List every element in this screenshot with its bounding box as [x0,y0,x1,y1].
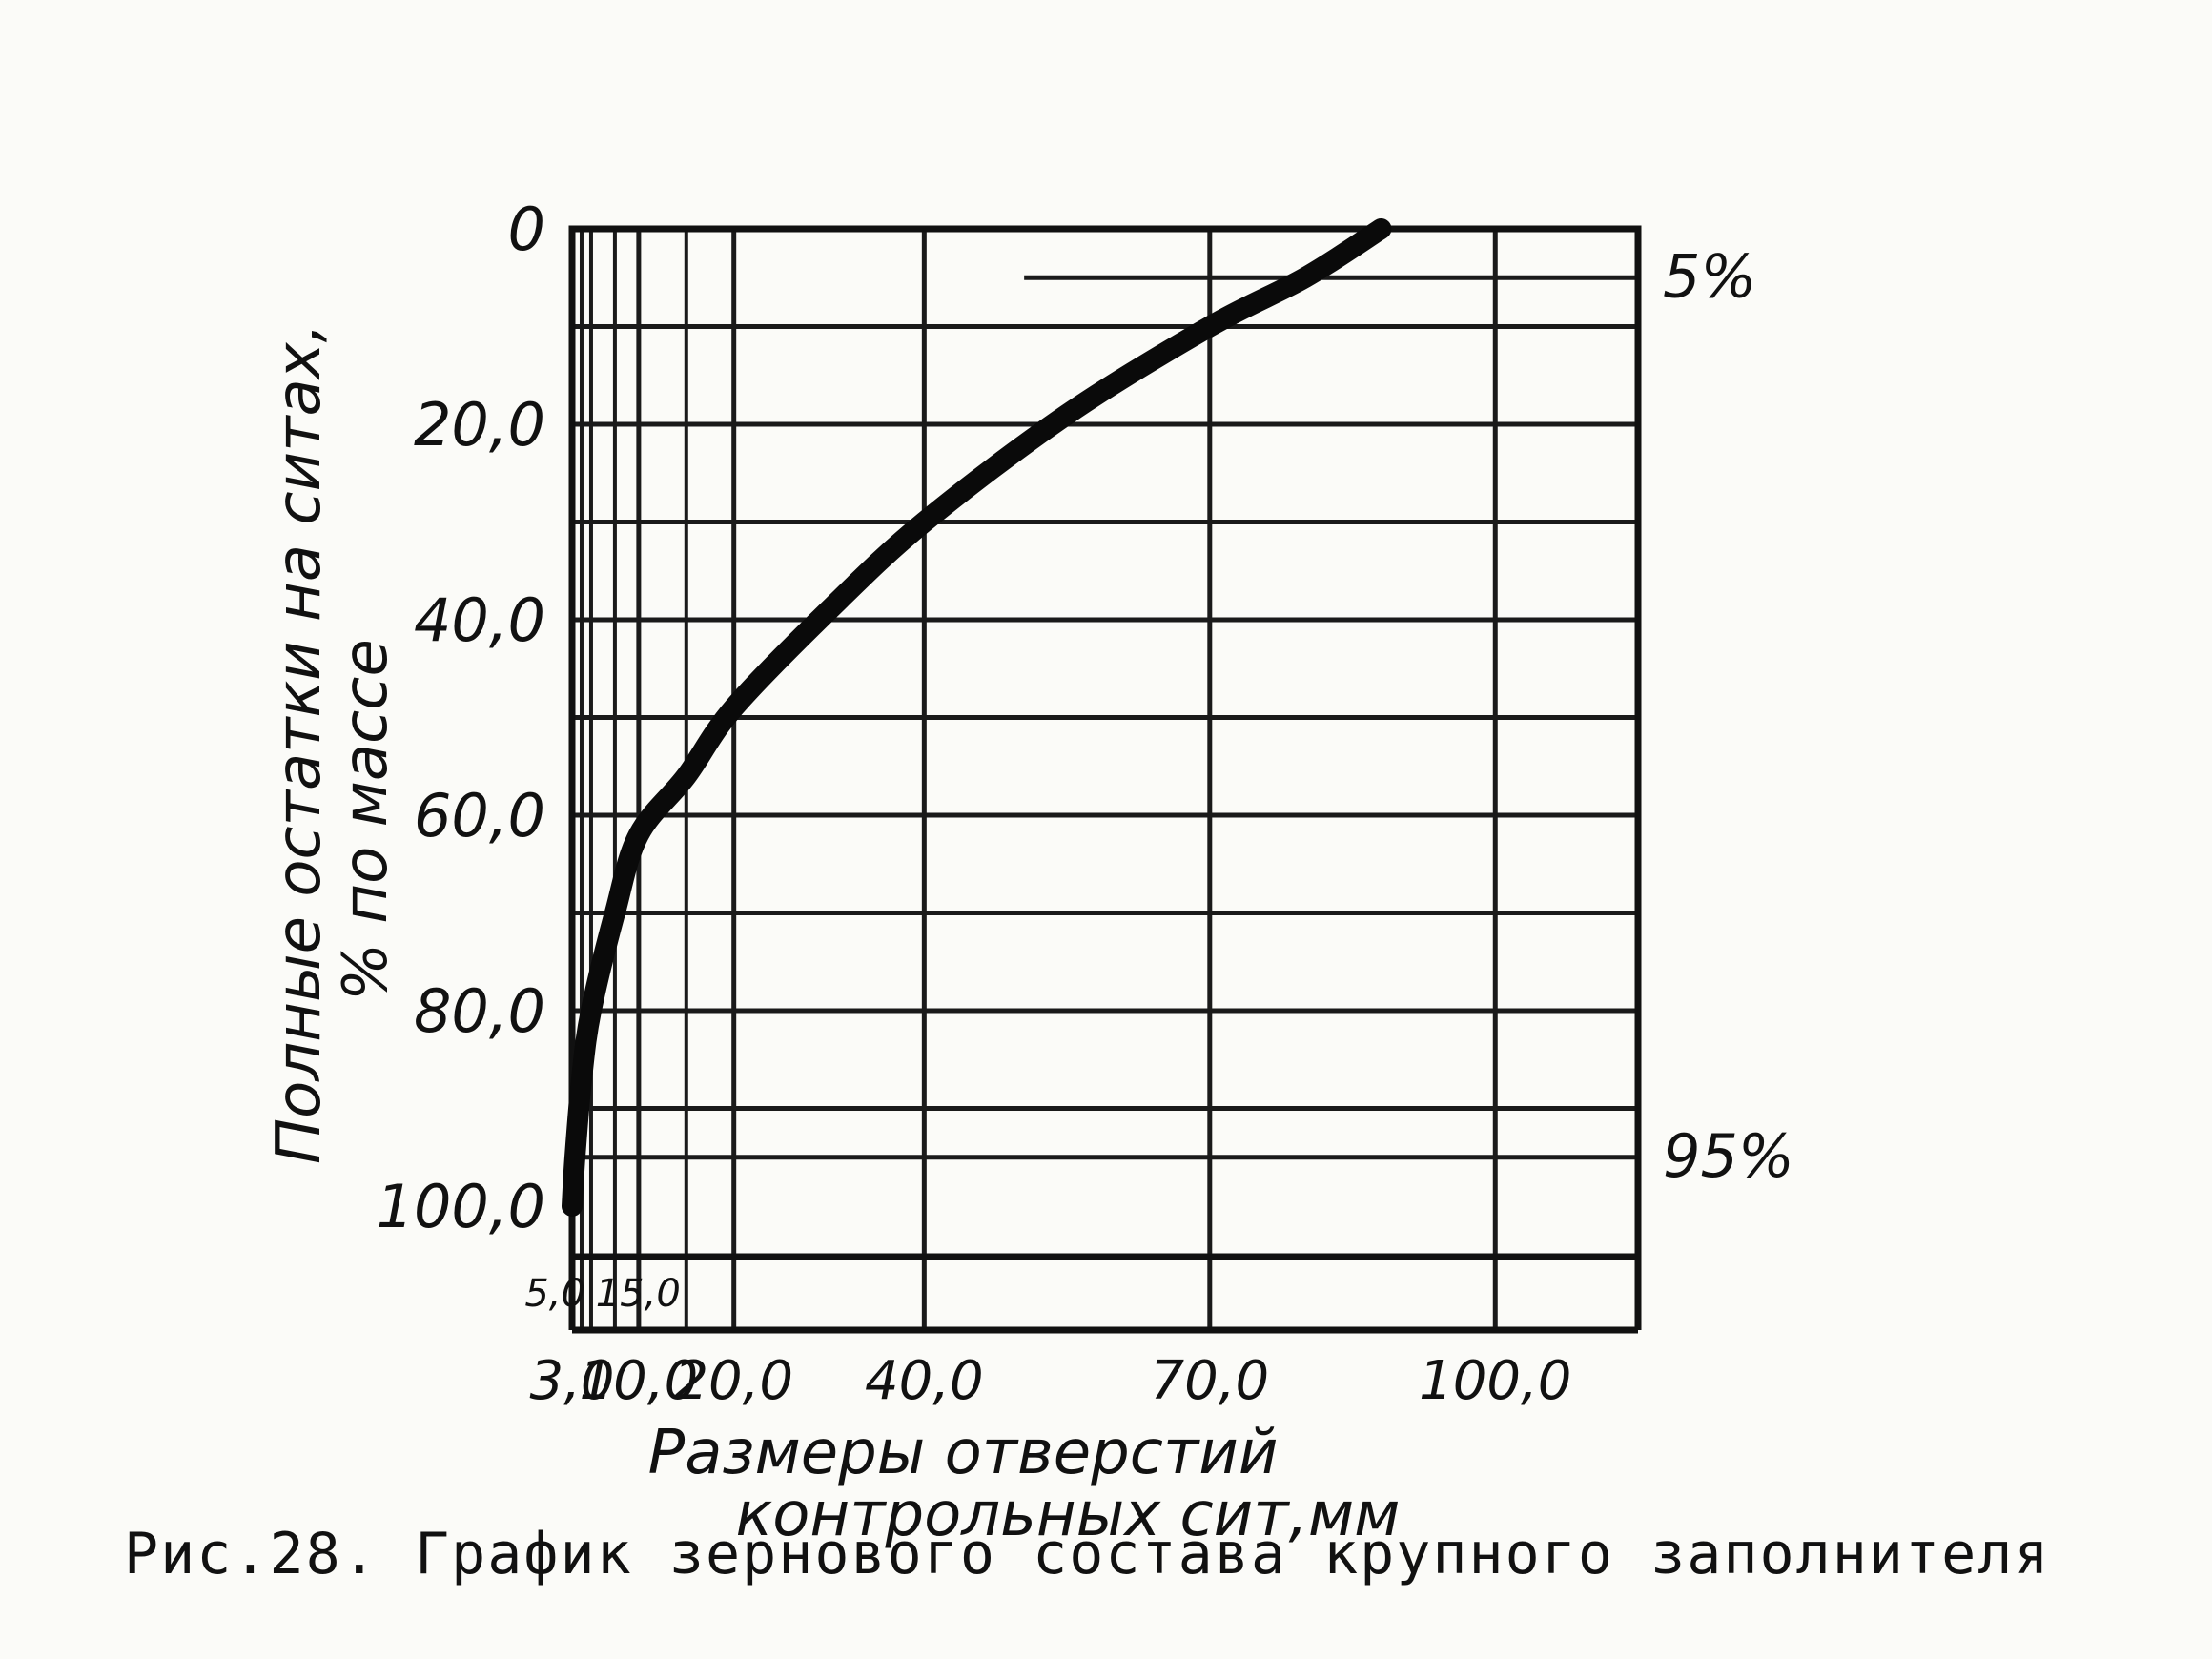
x-tick-label: 10,0 [580,1350,699,1412]
x-tick-label: 70,0 [1150,1350,1269,1412]
y-axis-title-line2: % по массе [331,639,401,1001]
x-axis-title-line2: контрольных сит,мм [736,1480,1401,1550]
y-tick-label: 60,0 [414,781,545,850]
y-tick-label: 80,0 [414,976,545,1046]
y-tick-label: 40,0 [414,585,545,655]
x-tick-label: 20,0 [674,1350,793,1412]
reference-label: 95% [1663,1121,1794,1191]
y-tick-label: 100,0 [377,1172,546,1241]
x-tick-label: 40,0 [865,1350,984,1412]
chart-curve-layer [562,218,1392,1217]
reference-label: 5% [1663,241,1756,311]
plot-frame [568,225,1642,1260]
x-tick-label: 100,0 [1419,1350,1571,1412]
y-tick-label: 20,0 [414,390,545,460]
figure-caption: Рис.28. График зернового состава крупног… [124,1521,2051,1587]
x-tick-label: 3,0 [529,1350,614,1412]
x-minor-tick-label: 5,0 [524,1272,585,1316]
y-axis-title-line1: Полные остатки на ситах, [264,323,335,1164]
y-tick-label: 0 [508,195,545,264]
grading-curve [562,218,1392,1217]
x-axis-title-line1: Размеры отверстий [648,1418,1279,1488]
chart-frame [568,225,1642,1334]
x-minor-tick-label: 15,0 [596,1272,681,1316]
